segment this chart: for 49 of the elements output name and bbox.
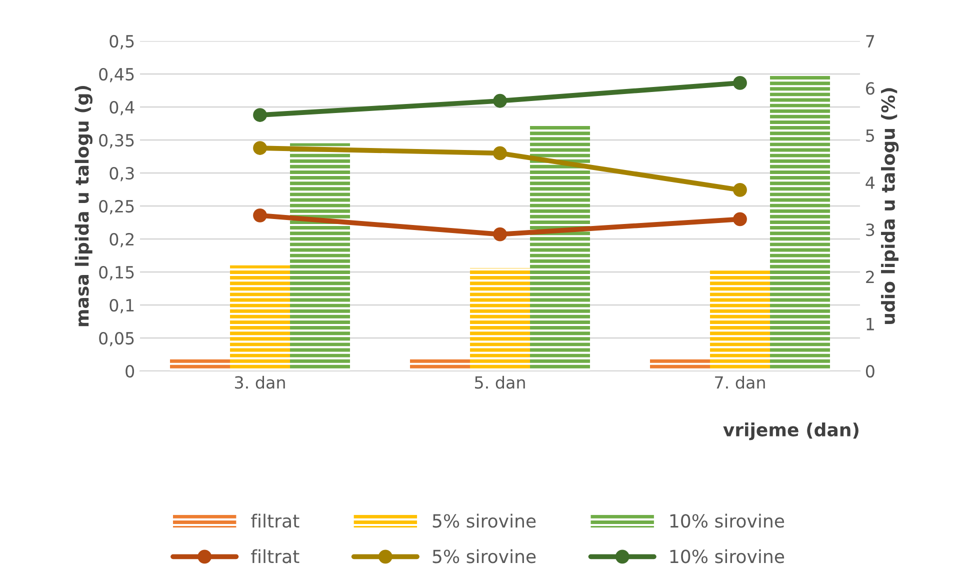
y-tick-label: 0,45 bbox=[99, 68, 134, 82]
y2-axis-title: udio lipida u talogu (%) bbox=[881, 88, 899, 324]
point bbox=[493, 94, 507, 108]
point bbox=[733, 212, 747, 226]
y2-tick-label: 1 bbox=[866, 318, 874, 330]
legend-label: filtrat bbox=[251, 514, 300, 528]
point bbox=[493, 227, 507, 242]
bar bbox=[170, 358, 230, 371]
point bbox=[493, 146, 507, 160]
y-tick-label: 0,15 bbox=[99, 266, 134, 280]
y2-tick-label: 0 bbox=[866, 364, 874, 378]
bar bbox=[650, 358, 710, 371]
y-axis-title: masa lipida u talogu (g) bbox=[74, 86, 92, 326]
legend-label: 5% sirovine bbox=[432, 514, 536, 528]
x-tick-label: 3. dan bbox=[234, 376, 285, 389]
point bbox=[733, 76, 747, 90]
point bbox=[253, 141, 267, 155]
legend-label: filtrat bbox=[251, 549, 300, 564]
bar bbox=[770, 76, 830, 371]
y2-tick-label: 2 bbox=[866, 270, 874, 284]
legend-label: 10% sirovine bbox=[670, 549, 784, 564]
y-tick-label: 0,35 bbox=[99, 134, 134, 148]
bar bbox=[290, 143, 350, 371]
y2-tick-label: 7 bbox=[866, 35, 874, 48]
point bbox=[733, 183, 747, 197]
y-tick-label: 0,3 bbox=[110, 166, 134, 182]
bar bbox=[470, 268, 530, 371]
point bbox=[253, 108, 267, 122]
y-tick-label: 0,25 bbox=[99, 200, 134, 214]
y2-tick-label: 3 bbox=[866, 224, 874, 236]
y-tick-label: 0,4 bbox=[110, 100, 134, 116]
x-axis-title: vrijeme (dan) bbox=[723, 422, 858, 440]
y-tick-label: 0,2 bbox=[110, 232, 134, 248]
legend-label: 5% sirovine bbox=[432, 549, 536, 564]
bar bbox=[230, 265, 290, 371]
x-tick-label: 5. dan bbox=[475, 376, 525, 389]
x-tick-label: 7. dan bbox=[715, 376, 765, 389]
bar bbox=[530, 124, 590, 371]
y-tick-label: 0,5 bbox=[110, 34, 134, 50]
y-tick-label: 0,05 bbox=[99, 332, 134, 346]
bar bbox=[710, 270, 770, 371]
bar bbox=[410, 358, 470, 371]
legend-label: 10% sirovine bbox=[670, 514, 784, 528]
y2-tick-label: 5 bbox=[866, 129, 874, 142]
point bbox=[253, 208, 267, 222]
y-tick-label: 0,1 bbox=[110, 298, 134, 314]
y2-tick-label: 4 bbox=[866, 176, 875, 189]
y-tick-label: 0 bbox=[126, 364, 134, 378]
y2-tick-label: 6 bbox=[866, 82, 874, 95]
